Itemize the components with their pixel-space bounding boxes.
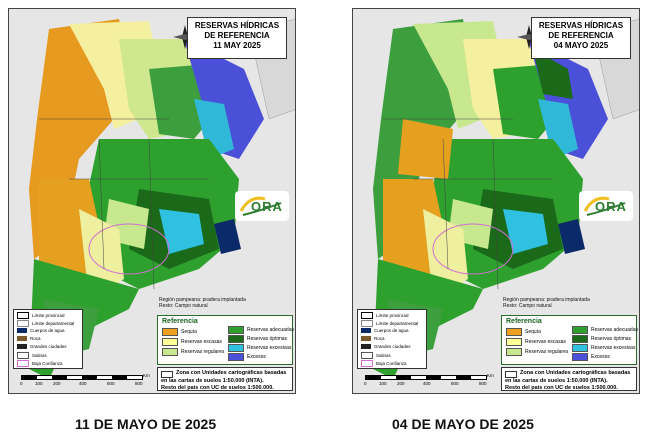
note-line-1: Región pampeana: pradera implantada xyxy=(503,297,590,303)
legend2-item: Baja Confianza xyxy=(17,360,63,367)
legend-item: Reservas excesivas xyxy=(228,344,291,352)
zona-line-1: Zona con Unidades cartográficas basadas xyxy=(176,370,287,376)
legend-item: Reservas regulares xyxy=(506,348,568,356)
note-line-2: Resto: Campo natural xyxy=(159,303,208,309)
map-title: RESERVAS HÍDRICAS DE REFERENCIA 04 MAYO … xyxy=(531,17,631,59)
legend-item: Reservas escasas xyxy=(162,338,222,346)
zona-line-2: en las cartas de suelos 1:50.000 (INTA). xyxy=(161,378,264,384)
legend-item: Sequía xyxy=(506,328,541,336)
legend2-item: Límite departamental xyxy=(17,320,74,327)
scale-bar: 0 100 200 400 600 800 Km xyxy=(364,373,494,386)
legend-item: Reservas óptimas xyxy=(228,335,287,343)
legend2-item: Cuerpos de agua xyxy=(17,328,65,333)
title-date: 04 MAYO 2025 xyxy=(553,41,609,50)
zona-line-3: Resto del país con UC de suelos 1:500.00… xyxy=(161,385,274,391)
legend-item: Reservas escasas xyxy=(506,338,566,346)
referencia-legend: Referencia Sequía Reservas escasas Reser… xyxy=(157,315,294,365)
boundaries-legend: Límite provincial Límite departamental C… xyxy=(13,309,83,369)
boundaries-legend: Límite provincial Límite departamental C… xyxy=(357,309,427,369)
legend2-item: Roca xyxy=(17,336,41,341)
scale-bar: 0 100 200 400 600 800 Km xyxy=(20,373,150,386)
caption-may-04: 04 DE MAYO DE 2025 xyxy=(392,416,534,432)
title-date: 11 MAY 2025 xyxy=(213,41,261,50)
title-line-1: RESERVAS HÍDRICAS xyxy=(194,21,280,30)
title-line-2: DE REFERENCIA xyxy=(204,31,270,40)
logo-text: ORA xyxy=(595,199,627,214)
legend-title: Referencia xyxy=(506,318,542,325)
map-panel-may-04: RESERVAS HÍDRICAS DE REFERENCIA 04 MAYO … xyxy=(352,8,640,394)
zona-line-2: en las cartas de suelos 1:50.000 (INTA). xyxy=(505,378,608,384)
map-title: RESERVAS HÍDRICAS DE REFERENCIA 11 MAY 2… xyxy=(187,17,287,59)
zona-line-1: Zona con Unidades cartográficas basadas xyxy=(520,370,631,376)
referencia-legend: Referencia Sequía Reservas escasas Reser… xyxy=(501,315,638,365)
zona-note: Zona con Unidades cartográficas basadas … xyxy=(157,367,293,391)
legend-title: Referencia xyxy=(162,318,198,325)
legend2-item: Salinas xyxy=(361,352,391,359)
zona-note: Zona con Unidades cartográficas basadas … xyxy=(501,367,637,391)
ora-logo: ORA xyxy=(579,191,633,221)
map-frame: RESERVAS HÍDRICAS DE REFERENCIA 11 MAY 2… xyxy=(8,8,296,394)
legend-item: Excesos xyxy=(572,353,610,361)
legend-item: Reservas excesivas xyxy=(572,344,635,352)
legend2-item: Grandes ciudades xyxy=(361,344,411,349)
legend2-item: Límite provincial xyxy=(17,312,65,319)
legend-item: Reservas regulares xyxy=(162,348,224,356)
note-line-2: Resto: Campo natural xyxy=(503,303,552,309)
legend-item: Reservas adecuadas xyxy=(572,326,638,334)
legend2-item: Grandes ciudades xyxy=(17,344,67,349)
title-line-2: DE REFERENCIA xyxy=(548,31,614,40)
legend-item: Sequía xyxy=(162,328,197,336)
zona-line-3: Resto del país con UC de suelos 1:500.00… xyxy=(505,385,618,391)
note: Región pampeana: pradera implantada Rest… xyxy=(503,297,638,309)
note: Región pampeana: pradera implantada Rest… xyxy=(159,297,294,309)
legend2-item: Límite provincial xyxy=(361,312,409,319)
ora-logo: ORA xyxy=(235,191,289,221)
logo-text: ORA xyxy=(251,199,283,214)
legend2-item: Límite departamental xyxy=(361,320,418,327)
legend-item: Reservas óptimas xyxy=(572,335,631,343)
legend-item: Reservas adecuadas xyxy=(228,326,294,334)
map-frame: RESERVAS HÍDRICAS DE REFERENCIA 04 MAYO … xyxy=(352,8,640,394)
map-panel-may-11: RESERVAS HÍDRICAS DE REFERENCIA 11 MAY 2… xyxy=(8,8,296,394)
caption-may-11: 11 DE MAYO DE 2025 xyxy=(75,416,217,432)
title-line-1: RESERVAS HÍDRICAS xyxy=(538,21,624,30)
legend-item: Excesos xyxy=(228,353,266,361)
note-line-1: Región pampeana: pradera implantada xyxy=(159,297,246,303)
legend2-item: Cuerpos de agua xyxy=(361,328,409,333)
legend2-item: Salinas xyxy=(17,352,47,359)
legend2-item: Roca xyxy=(361,336,385,341)
legend2-item: Baja Confianza xyxy=(361,360,407,367)
